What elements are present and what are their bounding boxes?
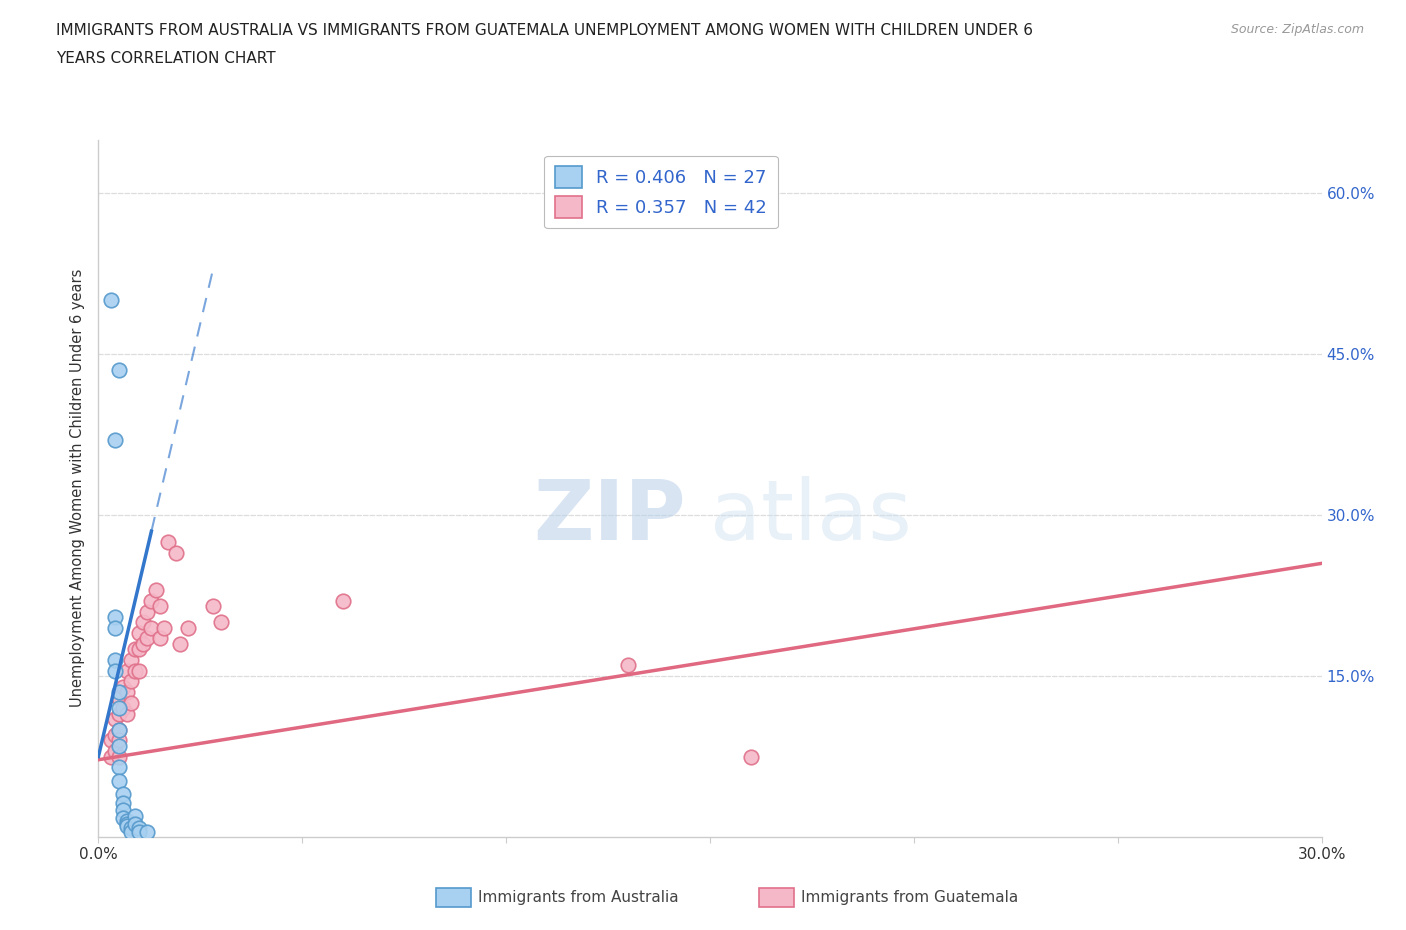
Point [141,593,163,608]
Point [111,795,134,810]
Point [156,535,179,550]
Point [100,733,122,748]
Point [115,818,138,833]
Point [115,663,138,678]
Text: ZIP: ZIP [533,475,686,557]
Point [108,723,131,737]
Point [124,817,146,831]
Point [169,636,191,651]
Point [115,814,138,829]
Point [100,293,122,308]
Point [111,679,134,694]
Point [104,609,127,624]
Point [120,653,142,668]
Point [104,744,127,759]
Point [104,711,127,726]
Point [145,583,167,598]
Point [104,653,127,668]
Point [128,626,150,641]
Text: Immigrants from Australia: Immigrants from Australia [478,890,679,905]
Point [201,599,224,614]
Point [108,774,131,789]
Point [152,620,174,635]
Point [740,749,762,764]
Text: IMMIGRANTS FROM AUSTRALIA VS IMMIGRANTS FROM GUATEMALA UNEMPLOYMENT AMONG WOMEN : IMMIGRANTS FROM AUSTRALIA VS IMMIGRANTS … [56,23,1033,38]
Point [132,636,155,651]
Point [128,642,150,657]
Point [104,432,127,447]
Text: atlas: atlas [710,475,911,557]
Point [124,642,146,657]
Text: YEARS CORRELATION CHART: YEARS CORRELATION CHART [56,51,276,66]
Point [108,723,131,737]
Point [111,787,134,802]
Point [141,620,163,635]
Legend: R = 0.406   N = 27, R = 0.357   N = 42: R = 0.406 N = 27, R = 0.357 N = 42 [544,155,778,229]
Point [104,727,127,742]
Point [100,749,122,764]
Point [120,696,142,711]
Point [617,658,640,672]
Text: Source: ZipAtlas.com: Source: ZipAtlas.com [1230,23,1364,36]
Point [108,706,131,721]
Point [128,821,150,836]
Point [115,706,138,721]
Point [128,824,150,839]
Point [149,631,172,646]
Point [108,733,131,748]
Point [120,821,142,836]
Point [177,620,200,635]
Point [108,760,131,775]
Point [124,663,146,678]
Point [108,363,131,378]
Point [115,684,138,699]
Point [136,824,159,839]
Point [120,674,142,689]
Point [209,615,232,630]
Point [332,593,354,608]
Point [124,808,146,823]
Point [108,749,131,764]
Point [128,663,150,678]
Text: Immigrants from Guatemala: Immigrants from Guatemala [801,890,1019,905]
Point [108,690,131,705]
Point [132,615,155,630]
Point [108,684,131,699]
Point [136,631,159,646]
Point [111,701,134,716]
Point [120,824,142,839]
Point [108,738,131,753]
Point [104,620,127,635]
Point [111,810,134,825]
Point [104,663,127,678]
Point [165,545,187,560]
Y-axis label: Unemployment Among Women with Children Under 6 years: Unemployment Among Women with Children U… [70,269,86,708]
Point [115,817,138,831]
Point [111,803,134,817]
Point [149,599,172,614]
Point [108,701,131,716]
Point [136,604,159,619]
